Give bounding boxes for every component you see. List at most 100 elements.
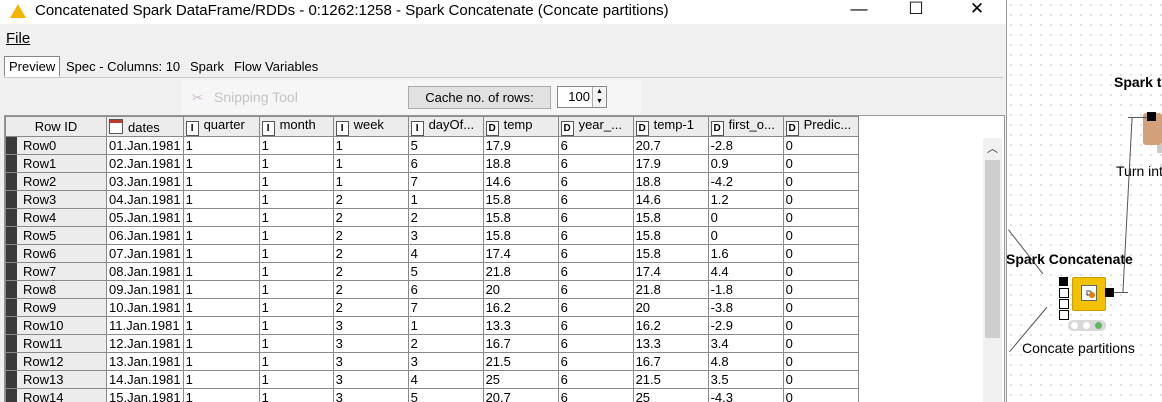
table-cell[interactable]: 0: [782, 352, 859, 371]
table-cell[interactable]: 3.5: [707, 370, 784, 389]
table-cell[interactable]: 1: [182, 244, 260, 263]
table-cell[interactable]: 1: [258, 352, 334, 371]
table-cell[interactable]: 1: [182, 154, 260, 173]
row-id-cell[interactable]: Row10: [5, 316, 107, 335]
table-cell[interactable]: 1: [182, 208, 260, 227]
table-cell[interactable]: 1: [258, 334, 334, 353]
table-cell[interactable]: 0: [782, 208, 859, 227]
table-cell[interactable]: 17.9: [482, 136, 559, 155]
row-id-cell[interactable]: Row7: [5, 262, 107, 281]
table-cell[interactable]: 1: [258, 208, 334, 227]
tab-flow-variables[interactable]: Flow Variables: [234, 59, 319, 74]
table-cell[interactable]: -1.8: [707, 280, 784, 299]
table-cell[interactable]: -4.2: [707, 172, 784, 191]
table-cell[interactable]: 6: [557, 190, 634, 209]
column-header-0[interactable]: Row ID: [5, 116, 107, 137]
scrollbar-thumb[interactable]: [985, 160, 1000, 338]
table-cell[interactable]: 1: [182, 316, 260, 335]
table-cell[interactable]: 07.Jan.1981: [106, 244, 184, 263]
table-cell[interactable]: 0: [782, 226, 859, 245]
table-cell[interactable]: 15.8: [632, 208, 709, 227]
table-row[interactable]: Row4 05.Jan.1981 1 1 2 2 15.8 6 15.8 0 0: [5, 208, 859, 227]
vertical-scrollbar[interactable]: ︿: [983, 138, 1002, 402]
table-cell[interactable]: 20: [482, 280, 559, 299]
row-id-cell[interactable]: Row4: [5, 208, 107, 227]
table-cell[interactable]: 2: [332, 226, 409, 245]
table-cell[interactable]: 5: [407, 262, 484, 281]
table-cell[interactable]: 1: [258, 370, 334, 389]
row-id-cell[interactable]: Row12: [5, 352, 107, 371]
scroll-up-icon[interactable]: ︿: [987, 143, 998, 155]
table-cell[interactable]: 25: [482, 370, 559, 389]
table-cell[interactable]: 16.2: [632, 316, 709, 335]
table-cell[interactable]: 6: [557, 226, 634, 245]
table-cell[interactable]: 1: [258, 262, 334, 281]
table-cell[interactable]: 6: [557, 262, 634, 281]
table-cell[interactable]: 0: [782, 316, 859, 335]
table-cell[interactable]: 25: [632, 388, 709, 402]
table-row[interactable]: Row5 06.Jan.1981 1 1 2 3 15.8 6 15.8 0 0: [5, 226, 859, 245]
table-cell[interactable]: 0: [782, 388, 859, 402]
table-cell[interactable]: 13.3: [632, 334, 709, 353]
table-cell[interactable]: 15.8: [482, 190, 559, 209]
table-cell[interactable]: 1: [258, 226, 334, 245]
table-cell[interactable]: 15.Jan.1981: [106, 388, 184, 402]
table-cell[interactable]: 6: [407, 280, 484, 299]
table-row[interactable]: Row11 12.Jan.1981 1 1 3 2 16.7 6 13.3 3.4 0: [5, 334, 859, 353]
table-cell[interactable]: 2: [332, 262, 409, 281]
close-button[interactable]: ✕: [969, 0, 985, 18]
table-cell[interactable]: 0: [782, 370, 859, 389]
table-cell[interactable]: 1: [182, 370, 260, 389]
table-cell[interactable]: 6: [557, 388, 634, 402]
table-row[interactable]: Row2 03.Jan.1981 1 1 1 7 14.6 6 18.8 -4.2 0: [5, 172, 859, 191]
row-id-cell[interactable]: Row8: [5, 280, 107, 299]
table-cell[interactable]: 1: [258, 388, 334, 402]
table-cell[interactable]: 1: [182, 172, 260, 191]
tab-preview[interactable]: Preview: [4, 56, 61, 77]
table-row[interactable]: Row1 02.Jan.1981 1 1 1 6 18.8 6 17.9 0.9 0: [5, 154, 859, 173]
tab-spec[interactable]: Spec - Columns: 10: [66, 59, 181, 74]
table-cell[interactable]: 0: [707, 208, 784, 227]
table-cell[interactable]: 13.3: [482, 316, 559, 335]
table-cell[interactable]: 3: [332, 370, 409, 389]
table-cell[interactable]: 17.4: [482, 244, 559, 263]
table-cell[interactable]: 1: [182, 388, 260, 402]
table-cell[interactable]: 05.Jan.1981: [106, 208, 184, 227]
table-cell[interactable]: 08.Jan.1981: [106, 262, 184, 281]
table-cell[interactable]: 6: [557, 154, 634, 173]
table-cell[interactable]: 2: [332, 208, 409, 227]
table-cell[interactable]: 5: [407, 136, 484, 155]
table-row[interactable]: Row14 15.Jan.1981 1 1 3 5 20.7 6 25 -4.3 0: [5, 388, 859, 402]
table-cell[interactable]: 6: [557, 370, 634, 389]
table-cell[interactable]: 1: [182, 136, 260, 155]
table-cell[interactable]: 18.8: [632, 172, 709, 191]
table-cell[interactable]: 16.7: [632, 352, 709, 371]
table-cell[interactable]: 6: [557, 334, 634, 353]
table-cell[interactable]: 2: [407, 334, 484, 353]
table-cell[interactable]: 6: [557, 244, 634, 263]
table-cell[interactable]: 6: [557, 280, 634, 299]
table-cell[interactable]: 4.8: [707, 352, 784, 371]
table-cell[interactable]: 16.7: [482, 334, 559, 353]
table-cell[interactable]: 4: [407, 244, 484, 263]
table-cell[interactable]: 1: [182, 280, 260, 299]
node-input-port-3[interactable]: [1059, 299, 1069, 309]
table-cell[interactable]: 0: [782, 298, 859, 317]
table-cell[interactable]: 1: [182, 262, 260, 281]
table-cell[interactable]: 0: [707, 226, 784, 245]
row-id-cell[interactable]: Row6: [5, 244, 107, 263]
row-id-cell[interactable]: Row3: [5, 190, 107, 209]
row-id-cell[interactable]: Row0: [5, 136, 107, 155]
table-row[interactable]: Row6 07.Jan.1981 1 1 2 4 17.4 6 15.8 1.6 0: [5, 244, 859, 263]
table-cell[interactable]: 3: [332, 334, 409, 353]
table-cell[interactable]: 0: [782, 154, 859, 173]
table-cell[interactable]: -3.8: [707, 298, 784, 317]
table-row[interactable]: Row9 10.Jan.1981 1 1 2 7 16.2 6 20 -3.8 0: [5, 298, 859, 317]
